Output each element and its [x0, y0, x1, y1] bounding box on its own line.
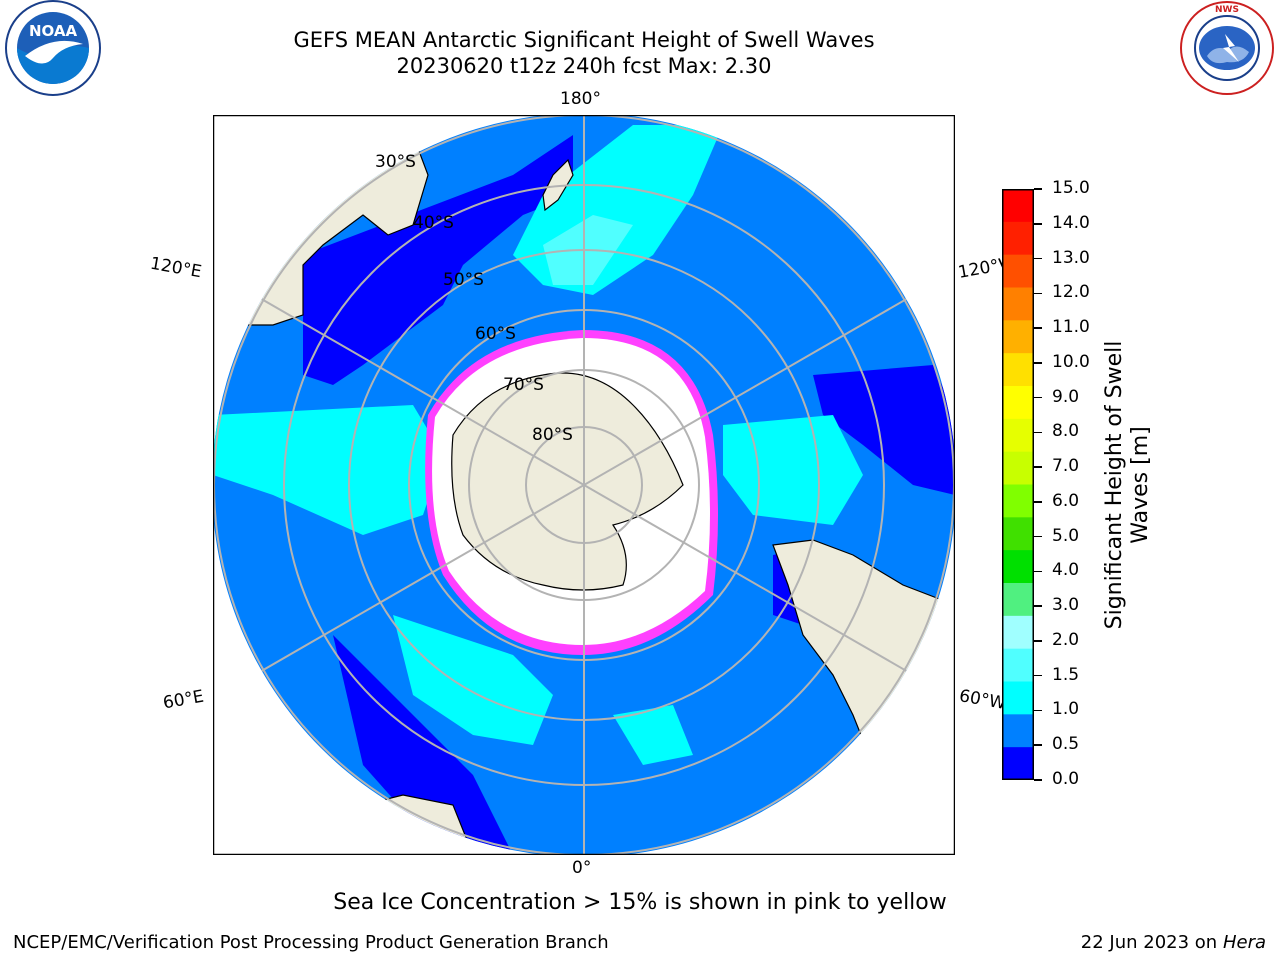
colorbar-tick-mark: [1034, 362, 1042, 364]
lon-label-180: 180°: [560, 89, 601, 109]
colorbar-tick-mark: [1034, 327, 1042, 329]
colorbar-tick-label: 13.0: [1052, 247, 1090, 268]
colorbar-segment: [1002, 615, 1034, 650]
footer-date-text: 22 Jun 2023 on: [1080, 932, 1218, 953]
colorbar-tick-mark: [1034, 292, 1042, 295]
colorbar-tick-label: 1.5: [1052, 664, 1080, 685]
colorbar-tick-mark: [1034, 535, 1042, 538]
colorbar-tick-mark: [1034, 640, 1042, 642]
antarctica-land: [451, 372, 684, 591]
colorbar-segment: [1002, 418, 1034, 453]
noaa-logo: NOAA: [3, 0, 103, 100]
new-zealand-land: [542, 158, 574, 212]
colorbar-segment: [1002, 484, 1034, 518]
colorbar-tick-label: 5.0: [1052, 525, 1080, 546]
colorbar-tick-label: 11.0: [1052, 317, 1090, 338]
colorbar-segment: [1002, 189, 1034, 223]
colorbar-tick-mark: [1034, 570, 1042, 573]
colorbar-tick-label: 15.0: [1052, 178, 1090, 198]
colorbar-tick-label: 0.5: [1052, 734, 1080, 755]
colorbar-segment: [1002, 517, 1034, 551]
map-svg: [212, 114, 956, 856]
colorbar-segment: [1002, 451, 1034, 485]
colorbar-title: Significant Height of Swell Waves [m]: [1102, 340, 1153, 630]
colorbar-segment: [1002, 747, 1034, 781]
lat-label-50s: 50°S: [443, 270, 484, 290]
chart-subtitle: 20230620 t12z 240h fcst Max: 2.30: [396, 54, 772, 78]
colorbar-tick-label: 9.0: [1052, 386, 1080, 407]
colorbar-segment: [1002, 648, 1034, 682]
noaa-logo-text: NOAA: [29, 22, 78, 40]
colorbar-segment: [1002, 287, 1034, 321]
footer-host: Hera: [1222, 932, 1266, 953]
lon-label-120e: 120°E: [148, 253, 204, 283]
colorbar-svg: [1002, 189, 1034, 781]
lat-label-80s: 80°S: [532, 425, 573, 445]
lat-label-40s: 40°S: [413, 213, 454, 233]
colorbar-tick-label: 1.0: [1052, 699, 1080, 720]
colorbar-tick-label: 7.0: [1052, 456, 1080, 477]
colorbar-tick-label: 8.0: [1052, 421, 1080, 442]
colorbar-tick-mark: [1034, 709, 1042, 712]
lat-label-70s: 70°S: [503, 375, 544, 395]
colorbar-tick-label: 3.0: [1052, 595, 1080, 616]
colorbar-tick-mark: [1034, 396, 1042, 399]
colorbar-tick-label: 14.0: [1052, 212, 1090, 233]
national-weather-service-logo: NWS: [1177, 0, 1277, 100]
colorbar-tick-mark: [1034, 431, 1042, 434]
colorbar-segment: [1002, 681, 1034, 715]
colorbar-tick-label: 4.0: [1052, 560, 1080, 581]
lon-label-0: 0°: [572, 858, 592, 878]
footer-producer: NCEP/EMC/Verification Post Processing Pr…: [13, 932, 609, 953]
sea-ice-caption: Sea Ice Concentration > 15% is shown in …: [333, 890, 947, 915]
colorbar-segment: [1002, 386, 1034, 420]
footer-date: 22 Jun 2023 on Hera: [1081, 932, 1266, 953]
colorbar-tick-mark: [1034, 188, 1042, 190]
colorbar-tick-label: 0.0: [1052, 769, 1080, 789]
colorbar-segment: [1002, 254, 1034, 288]
colorbar-segment: [1002, 583, 1034, 617]
colorbar-tick-mark: [1034, 501, 1042, 503]
lat-label-30s: 30°S: [375, 152, 416, 172]
colorbar-segment: [1002, 320, 1034, 354]
colorbar-segment: [1002, 221, 1034, 256]
swell-low-region: [303, 135, 573, 385]
colorbar-tick-mark: [1034, 779, 1042, 781]
chart-title: GEFS MEAN Antarctic Significant Height o…: [293, 28, 875, 52]
lon-label-60e: 60°E: [161, 686, 206, 714]
polar-map: 30°S 40°S 50°S 60°S 70°S 80°S: [212, 114, 956, 856]
colorbar-tick-label: 6.0: [1052, 490, 1080, 511]
colorbar-tick-mark: [1034, 744, 1042, 746]
lon-label-60w: 60°W: [957, 686, 1008, 714]
colorbar-segment: [1002, 353, 1034, 387]
svg-text:NWS: NWS: [1215, 5, 1239, 15]
colorbar-tick-mark: [1034, 674, 1042, 677]
colorbar-segment: [1002, 550, 1034, 584]
colorbar-tick-label: 12.0: [1052, 282, 1090, 303]
colorbar-tick-mark: [1034, 223, 1042, 225]
colorbar-frame: [1002, 189, 1034, 780]
lat-label-60s: 60°S: [475, 324, 516, 344]
colorbar: [1002, 189, 1034, 781]
colorbar-tick-mark: [1034, 257, 1042, 260]
colorbar-tick-mark: [1034, 605, 1042, 607]
colorbar-tick-label: 10.0: [1052, 351, 1090, 372]
colorbar-segment: [1002, 714, 1034, 748]
map-frame: [212, 114, 956, 856]
colorbar-tick-label: 2.0: [1052, 629, 1080, 650]
colorbar-tick-mark: [1034, 466, 1042, 468]
